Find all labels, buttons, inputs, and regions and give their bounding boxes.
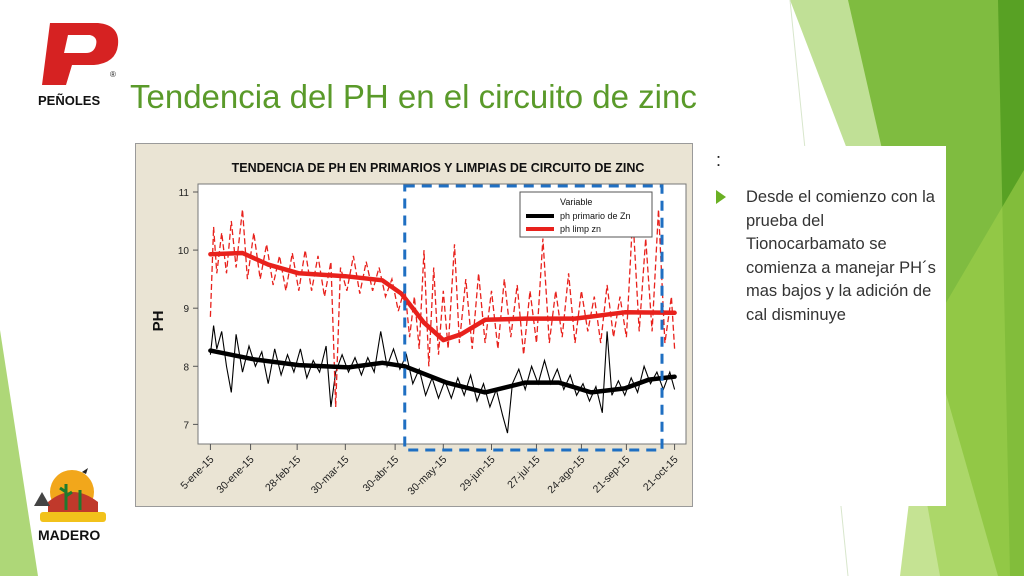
y-tick-label: 7 [183,420,189,431]
madero-logo-band [40,512,106,522]
raw-series-lines [209,209,676,434]
legend-title: Variable [560,197,592,207]
madero-logo-landscape [48,492,98,514]
trend-lines [208,250,677,395]
x-tick-label: 21-sep-15 [591,454,633,496]
slide-title: Tendencia del PH en el circuito de zinc [130,78,697,115]
x-tick-label: 28-feb-15 [263,454,303,494]
madero-logo-text: MADERO [38,527,100,543]
chart-frame: TENDENCIA DE PH EN PRIMARIOS Y LIMPIAS D… [135,143,693,507]
y-tick-label: 9 [183,304,189,315]
highlight-box [403,184,664,452]
y-tick-label: 11 [179,188,190,199]
y-axis-label: PH [150,311,167,332]
madero-logo: MADERO [28,462,123,547]
colon-text: : [716,150,722,170]
madero-logo-bird-icon [82,468,88,474]
series-line-limpias [209,209,676,408]
text-panel: : Desde el comienzo con la prueba del Ti… [698,146,946,506]
ph-trend-chart: TENDENCIA DE PH EN PRIMARIOS Y LIMPIAS D… [150,161,687,498]
y-tick-label: 10 [178,246,190,257]
legend-label-primario: ph primario de Zn [560,211,631,221]
series-line-primario [209,325,676,434]
legend: Variable ph primario de Zn ph limp zn [519,191,653,238]
madero-logo-cactus-icon [59,484,82,510]
x-tick-label: 5-ene-15 [178,454,216,492]
x-tick-label: 30-abr-15 [361,454,402,495]
y-axis: 7 8 9 10 11 [178,188,198,431]
bullet-arrow-icon [716,190,726,204]
penoles-logo-text: PEÑOLES [38,93,100,108]
x-tick-label: 30-mar-15 [309,454,352,497]
x-tick-label: 30-may-15 [405,454,449,498]
chart-title: TENDENCIA DE PH EN PRIMARIOS Y LIMPIAS D… [232,161,645,175]
trend-line-primario [208,348,677,395]
y-tick-label: 8 [183,362,189,373]
trend-line-limpias [208,250,677,343]
x-tick-label: 24-ago-15 [545,454,587,496]
madero-logo-mountain [34,492,50,506]
bullet-text: Desde el comienzo con la prueba del Tion… [746,188,936,324]
x-tick-label: 30-ene-15 [214,454,256,496]
x-tick-label: 27-jul-15 [505,454,542,491]
penoles-logo: ® PEÑOLES [28,15,128,110]
registered-mark: ® [110,70,116,79]
x-tick-label: 29-jun-15 [458,454,498,494]
legend-label-limpias: ph limp zn [560,224,601,234]
x-tick-label: 21-oct-15 [641,454,681,494]
